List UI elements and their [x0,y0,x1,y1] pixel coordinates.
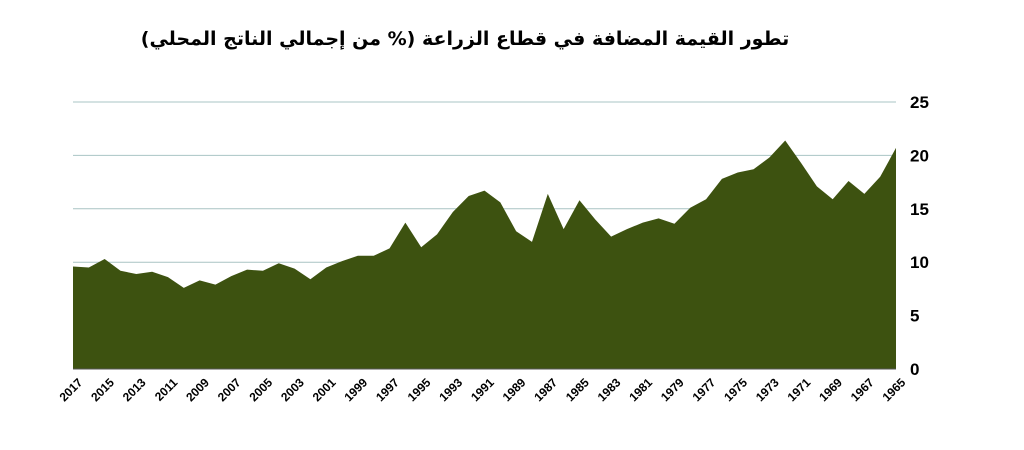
x-tick-label: 1985 [563,375,592,404]
x-tick-label: 1993 [436,375,465,404]
x-tick-label: 1983 [595,375,624,404]
x-tick-label: 1997 [373,375,402,404]
x-tick-label: 1971 [785,375,814,404]
x-tick-label: 2005 [246,375,275,404]
y-tick-label: 15 [910,200,929,219]
x-tick-label: 2013 [120,375,149,404]
x-axis: 2017 2015 2013 2011 2009 2007 2005 2003 2001 1999… [57,368,909,404]
x-tick-label: 1995 [405,375,434,404]
x-tick-label: 1965 [880,375,909,404]
y-tick-label: 10 [910,253,929,272]
x-tick-label: 2009 [183,375,212,404]
x-tick-label: 1967 [848,375,877,404]
x-tick-label: 2015 [88,375,117,404]
y-tick-label: 0 [910,360,919,379]
x-tick-label: 2007 [215,375,244,404]
y-tick-label: 5 [910,307,919,326]
x-tick-label: 1991 [468,375,497,404]
x-tick-label: 1969 [816,375,845,404]
y-axis: 0 5 10 15 20 25 [910,93,929,379]
area-fill [73,140,896,369]
x-tick-label: 2011 [152,375,181,404]
x-tick-label: 1979 [658,375,687,404]
x-tick-label: 2017 [57,375,86,404]
x-tick-label: 1973 [753,375,782,404]
area-series [73,140,896,369]
x-tick-label: 1981 [626,375,655,404]
chart-title: تطور القيمة المضافة في قطاع الزراعة (% م… [140,28,790,50]
x-tick-label: 2003 [278,375,307,404]
y-tick-label: 25 [910,93,929,112]
x-tick-label: 1987 [531,375,560,404]
x-tick-label: 1977 [690,375,719,404]
x-tick-label: 1975 [721,375,750,404]
x-tick-label: 2001 [310,375,339,404]
x-tick-label: 1989 [500,375,529,404]
x-tick-label: 1999 [341,375,370,404]
y-tick-label: 20 [910,146,929,165]
